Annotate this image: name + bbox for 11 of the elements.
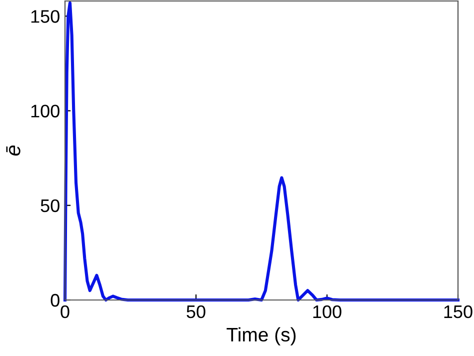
y-axis-title: ē — [6, 145, 20, 156]
x-axis-title: Time (s) — [226, 327, 296, 346]
y-tick-label: 50 — [40, 199, 60, 212]
x-tick-label: 150 — [444, 305, 472, 318]
y-tick-label: 100 — [31, 104, 60, 118]
y-tick-label: 150 — [31, 10, 60, 23]
x-tick-label: 100 — [313, 305, 342, 318]
x-tick-label: 50 — [186, 305, 206, 318]
line-series — [63, 1, 460, 302]
y-tick-label: 0 — [50, 294, 60, 307]
x-tick-label: 0 — [60, 305, 70, 318]
